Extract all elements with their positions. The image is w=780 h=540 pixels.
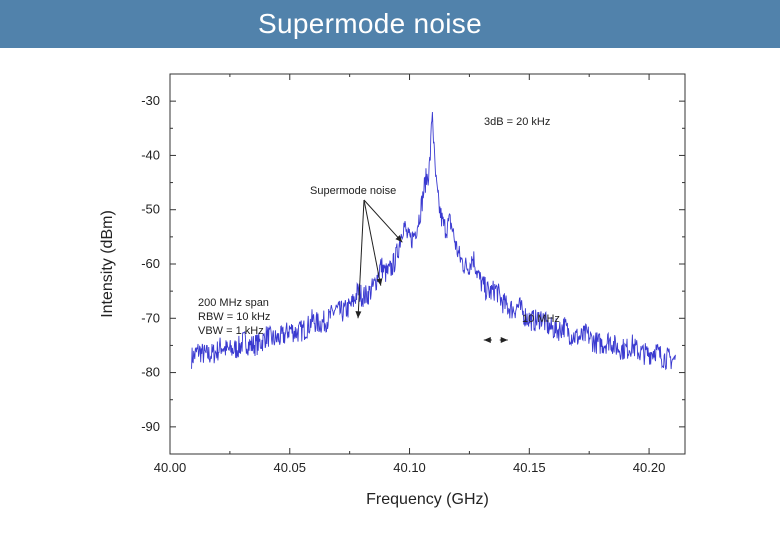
- y-tick-label: -70: [141, 310, 160, 325]
- y-tick-label: -30: [141, 93, 160, 108]
- spectrum-chart: 40.00 40.05 40.10 40.15 40.20 -30 -40 -50 -60 -7…: [99, 73, 686, 508]
- slide-title-bar: Supermode noise: [0, 0, 780, 48]
- y-tick-label: -60: [141, 256, 160, 271]
- supermode-arrow-3-shaft: [363, 199, 403, 243]
- spacing-arrow-right-head: [500, 337, 508, 343]
- plot-border: [169, 73, 686, 455]
- y-axis-label: Intensity (dBm): [99, 210, 116, 318]
- x-tick-label: 40.00: [154, 460, 187, 475]
- supermode-arrow-2-shaft: [363, 199, 382, 286]
- slide-title: Supermode noise: [258, 8, 482, 39]
- annotation-span: 200 MHz span: [198, 297, 269, 309]
- plot-frame: [169, 73, 686, 455]
- annotation-arrows: [355, 199, 508, 343]
- spacing-arrow-left-head: [483, 337, 491, 343]
- supermode-arrow-1-head: [355, 311, 362, 319]
- spectrum-trace: [191, 111, 676, 371]
- x-axis-label: Frequency (GHz): [366, 491, 489, 508]
- x-tick-label: 40.05: [273, 460, 306, 475]
- y-tick-label: -90: [141, 419, 160, 434]
- x-tick-label: 40.10: [393, 460, 426, 475]
- y-tick-label: -80: [141, 365, 160, 380]
- x-tick-label: 40.20: [633, 460, 666, 475]
- annotation-supermode: Supermode noise: [310, 185, 396, 197]
- annotation-bandwidth: 3dB = 20 kHz: [484, 116, 550, 128]
- annotation-spacing: 10 MHz: [522, 313, 560, 325]
- annotation-rbw: RBW = 10 kHz: [198, 311, 270, 323]
- annotation-vbw: VBW = 1 kHz: [198, 325, 264, 337]
- y-tick-label: -50: [141, 202, 160, 217]
- supermode-arrow-1-shaft: [357, 199, 365, 319]
- supermode-arrow-3-head: [395, 235, 403, 243]
- x-tick-label: 40.15: [513, 460, 546, 475]
- y-tick-label: -40: [141, 147, 160, 162]
- y-axis-ticks: -30 -40 -50 -60 -70 -80 -90: [141, 93, 685, 434]
- x-axis-ticks: 40.00 40.05 40.10 40.15 40.20: [154, 74, 666, 475]
- supermode-arrow-2-head: [376, 278, 383, 286]
